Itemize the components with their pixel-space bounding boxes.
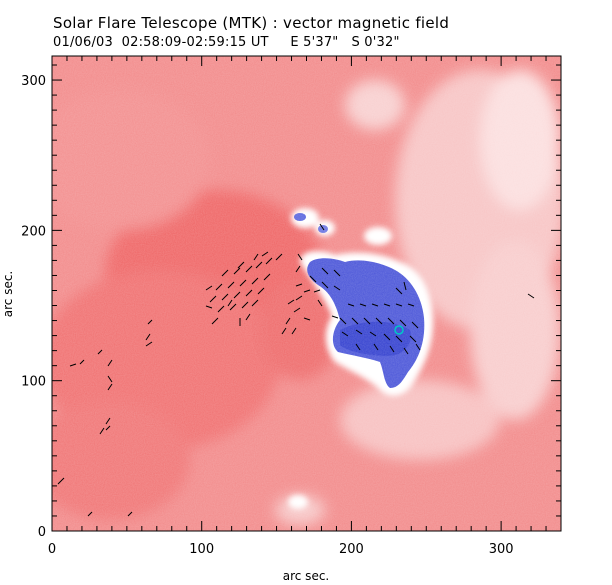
y-axis-label: arc sec.: [1, 271, 15, 317]
x-tick-label: 100: [189, 542, 214, 557]
major-ticks: [51, 56, 561, 532]
observation-info: 01/06/03 02:58:09-02:59:15 UT E 5'37" S …: [53, 35, 400, 50]
field-map: [52, 56, 561, 531]
reference-marker: [394, 325, 404, 335]
y-tick-label: 100: [21, 375, 46, 390]
transverse-field-vectors: [57, 223, 535, 517]
vector-cluster-blue: [309, 223, 421, 355]
y-tick-label: 200: [21, 224, 46, 239]
vector-cluster-center-red: [281, 253, 323, 335]
y-tick-label: 300: [21, 74, 46, 89]
vector-cluster-left-red: [205, 251, 283, 326]
minor-ticks: [52, 56, 562, 531]
x-tick-label: 300: [489, 542, 514, 557]
x-tick-label: 0: [48, 542, 56, 557]
x-tick-label: 200: [339, 542, 364, 557]
y-tick-label: 0: [38, 525, 46, 540]
image-noise-texture: [52, 56, 561, 531]
vector-cluster-sparse: [57, 293, 535, 517]
figure-title: Solar Flare Telescope (MTK) : vector mag…: [53, 14, 450, 32]
x-axis-label: arc sec.: [283, 569, 329, 583]
